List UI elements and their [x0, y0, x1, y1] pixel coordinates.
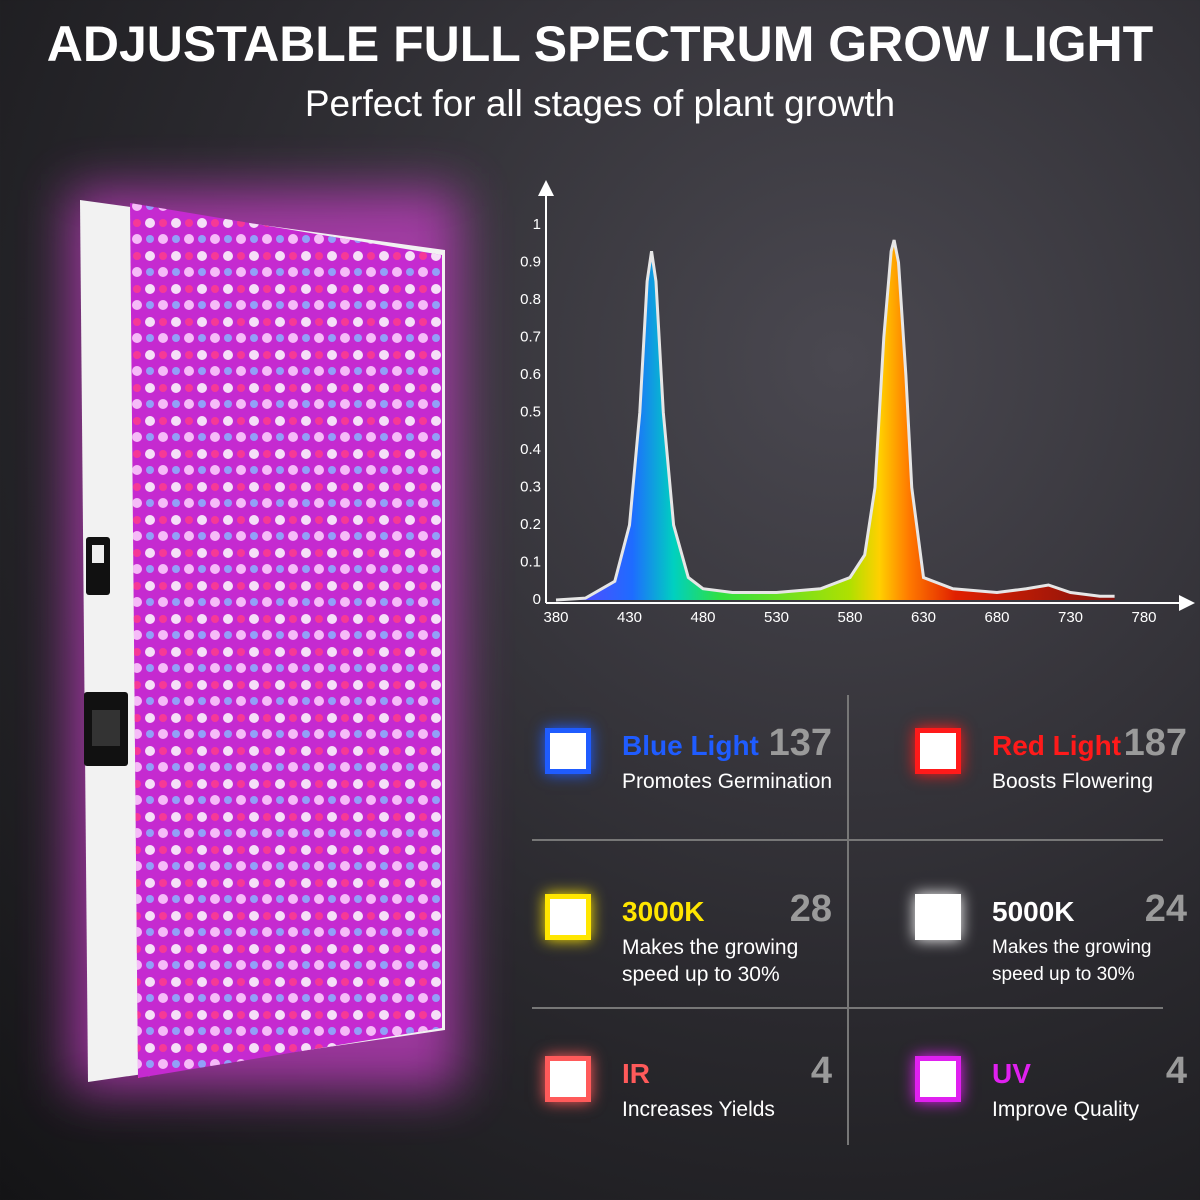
grow-light-image: [70, 190, 460, 1090]
x-tick-label: 630: [911, 609, 936, 626]
y-tick-label: 0.7: [520, 328, 541, 345]
spec-item: IR 4 Increases Yields: [545, 1050, 832, 1170]
y-arrow: [538, 180, 554, 196]
subtitle: Perfect for all stages of plant growth: [305, 83, 895, 124]
x-tick-label: 780: [1131, 609, 1156, 626]
spectrum-line: [555, 239, 1115, 602]
x-tick-label: 380: [543, 609, 568, 626]
led-icon: [915, 1056, 961, 1102]
x-tick-label: 730: [1058, 609, 1083, 626]
spec-item: 3000K 28 Makes the growing speed up to 30%: [545, 888, 832, 1008]
led-icon: [545, 728, 591, 774]
y-tick-label: 0.4: [520, 441, 541, 458]
led-name: 3000K: [622, 896, 705, 927]
x-tick-label: 580: [837, 609, 862, 626]
y-tick-label: 0.8: [520, 291, 541, 308]
x-tick-label: 680: [984, 609, 1009, 626]
led-icon: [915, 728, 961, 774]
y-tick-label: 0: [533, 591, 541, 608]
led-count: 187: [1123, 722, 1187, 764]
x-arrow: [1179, 595, 1195, 611]
led-name: IR: [622, 1058, 650, 1089]
led-count: 28: [789, 888, 832, 930]
spec-item: Red Light 187 Boosts Flowering: [915, 722, 1187, 842]
title: ADJUSTABLE FULL SPECTRUM GROW LIGHT: [47, 16, 1153, 72]
led-name: Blue Light: [622, 730, 759, 761]
y-tick-label: 1: [533, 216, 541, 233]
led-description: Promotes Germination: [622, 770, 833, 793]
x-tick-label: 480: [690, 609, 715, 626]
led-description: Improve Quality: [992, 1098, 1140, 1121]
x-tick-label: 430: [617, 609, 642, 626]
x-tick-label: 530: [764, 609, 789, 626]
led-count: 4: [1165, 1050, 1187, 1092]
spectrum-chart: 0 0.1 0.2 0.3 0.4 0.5 0.6 0.7 0.8 0.9 1 380 430 480 53…: [520, 180, 1195, 626]
led-description: Makes the growing speed up to 30%: [622, 936, 799, 986]
spec-item: Blue Light 137 Promotes Germination: [545, 722, 832, 842]
y-tick-label: 0.2: [520, 516, 541, 533]
led-name: Red Light: [992, 730, 1122, 761]
y-tick-label: 0.9: [520, 253, 541, 270]
led-count: 24: [1144, 888, 1187, 930]
spec-grid-lines: [532, 695, 1163, 1145]
led-description: Increases Yields: [622, 1098, 775, 1121]
y-tick-label: 0.3: [520, 478, 541, 495]
led-description: Makes the growing speed up to 30%: [992, 937, 1152, 985]
led-icon: [915, 894, 961, 940]
spec-item: UV 4 Improve Quality: [915, 1050, 1187, 1170]
led-icon: [545, 894, 591, 940]
led-count: 4: [810, 1050, 832, 1092]
led-name: UV: [992, 1058, 1031, 1089]
led-count: 137: [768, 722, 832, 764]
led-icon: [545, 1056, 591, 1102]
y-tick-label: 0.6: [520, 366, 541, 383]
spec-item: 5000K 24 Makes the growing speed up to 30%: [915, 888, 1187, 1008]
y-tick-label: 0.5: [520, 403, 541, 420]
led-description: Boosts Flowering: [992, 770, 1154, 793]
y-tick-label: 0.1: [520, 553, 541, 570]
led-name: 5000K: [992, 896, 1075, 927]
